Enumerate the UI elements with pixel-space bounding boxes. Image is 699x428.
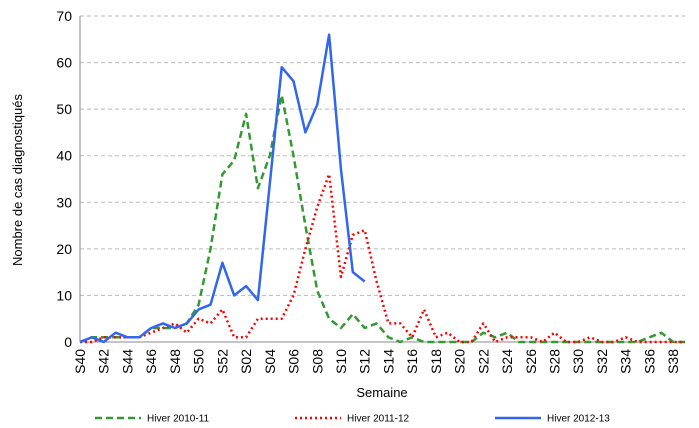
x-tick-label: S34 [618, 349, 634, 374]
x-tick-label: S22 [475, 349, 491, 374]
x-axis-label: Semaine [356, 385, 407, 400]
legend-label: Hiver 2011-12 [347, 414, 410, 425]
x-tick-label: S02 [238, 349, 254, 374]
x-tick-label: S50 [191, 349, 207, 374]
x-tick-label: S28 [547, 349, 563, 374]
y-tick-label: 30 [56, 194, 72, 210]
x-tick-label: S24 [499, 349, 515, 374]
x-tick-label: S30 [570, 349, 586, 374]
x-tick-label: S08 [309, 349, 325, 374]
x-tick-label: S12 [357, 349, 373, 374]
x-tick-label: S14 [380, 349, 396, 374]
y-tick-label: 10 [56, 287, 72, 303]
y-tick-label: 20 [56, 241, 72, 257]
series-line [80, 173, 685, 344]
x-tick-label: S46 [143, 349, 159, 374]
y-tick-label: 0 [64, 334, 72, 350]
y-tick-label: 50 [56, 101, 72, 117]
legend-label: Hiver 2012-13 [547, 414, 610, 425]
y-tick-label: 60 [56, 55, 72, 71]
y-tick-label: 40 [56, 148, 72, 164]
x-tick-label: S06 [286, 349, 302, 374]
x-tick-label: S48 [167, 349, 183, 374]
legend-label: Hiver 2010-11 [147, 414, 210, 425]
y-tick-label: 70 [56, 8, 72, 24]
x-tick-label: S20 [452, 349, 468, 374]
x-tick-label: S40 [72, 349, 88, 374]
x-tick-label: S04 [262, 349, 278, 374]
x-tick-label: S16 [404, 349, 420, 374]
x-tick-label: S18 [428, 349, 444, 374]
x-tick-label: S32 [594, 349, 610, 374]
y-axis-label: Nombre de cas diagnostiqués [10, 94, 25, 266]
x-tick-label: S10 [333, 349, 349, 374]
x-tick-label: S44 [119, 349, 135, 374]
series-line [79, 33, 366, 344]
series-line [79, 93, 685, 344]
x-tick-label: S42 [96, 349, 112, 374]
x-tick-label: S38 [665, 349, 681, 374]
x-tick-label: S26 [523, 349, 539, 374]
x-tick-label: S36 [641, 349, 657, 374]
x-tick-label: S52 [214, 349, 230, 374]
